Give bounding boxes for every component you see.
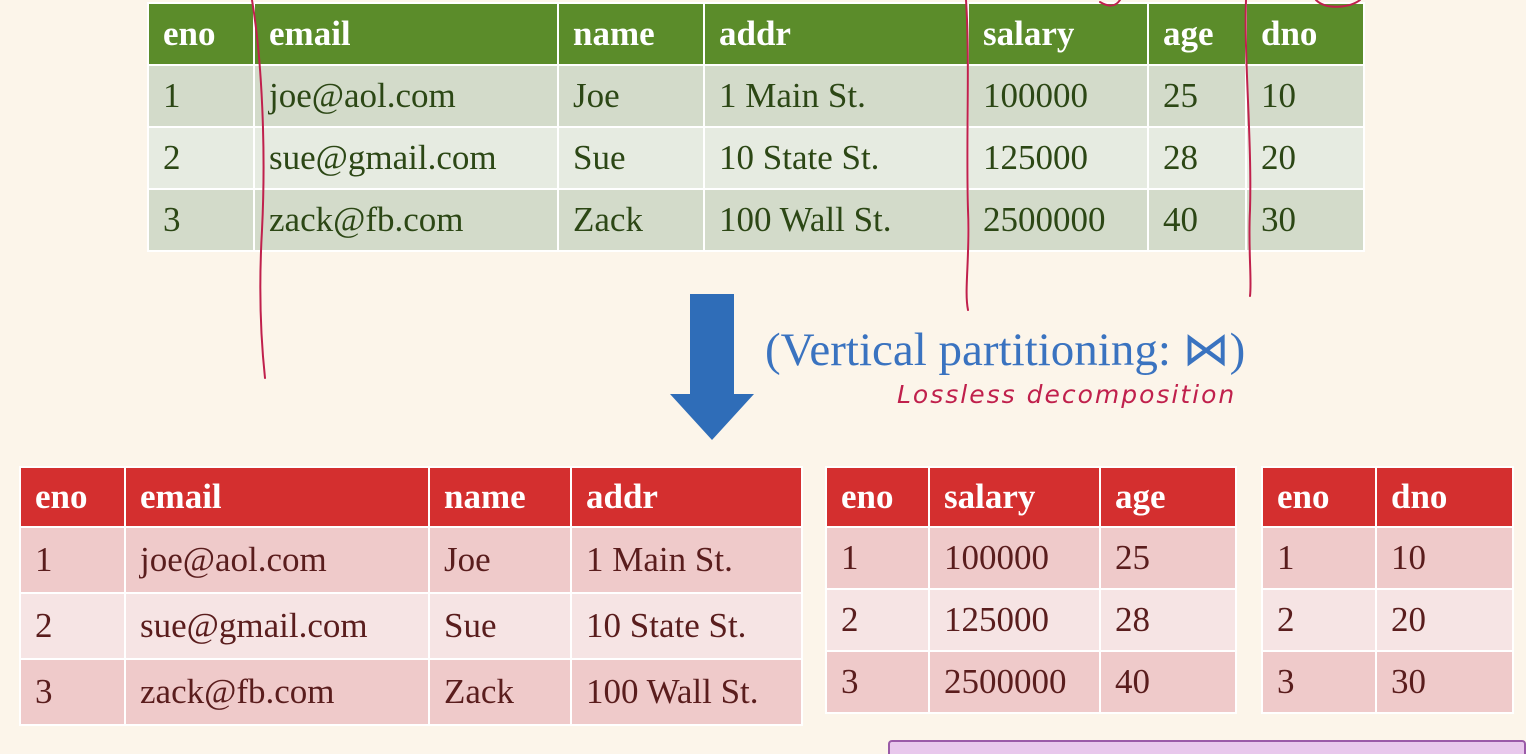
handwritten-split-line <box>965 0 970 311</box>
table-row: 2 20 <box>1261 588 1514 652</box>
handwritten-split-line <box>251 0 266 379</box>
table-row: 2 sue@gmail.com Sue 10 State St. 125000 … <box>147 126 1365 190</box>
table-header-row: eno email name addr salary age dno <box>147 2 1365 66</box>
table-cell: 40 <box>1147 188 1247 252</box>
table-cell: 2 <box>147 126 255 190</box>
table-header-row: eno dno <box>1261 466 1514 528</box>
table-cell: 125000 <box>967 126 1149 190</box>
handwritten-curl <box>1315 0 1361 8</box>
table-row: 2 sue@gmail.com Sue 10 State St. <box>19 592 803 660</box>
cropped-callout-box <box>888 740 1526 754</box>
column-header: salary <box>967 2 1149 66</box>
handwritten-annotation: Lossless decomposition <box>897 380 1237 409</box>
column-header: dno <box>1245 2 1365 66</box>
column-header: email <box>124 466 430 528</box>
partition-table-2: eno salary age 1 100000 25 2 125000 28 3… <box>825 466 1237 714</box>
table-cell: sue@gmail.com <box>253 126 559 190</box>
handwritten-curl <box>1099 0 1121 7</box>
table-cell: Zack <box>428 658 572 726</box>
table-row: 3 2500000 40 <box>825 650 1237 714</box>
table-cell: 1 <box>1261 526 1377 590</box>
table-cell: 25 <box>1147 64 1247 128</box>
column-header: dno <box>1375 466 1514 528</box>
table-cell: 2500000 <box>928 650 1101 714</box>
table-row: 1 10 <box>1261 526 1514 590</box>
table-cell: zack@fb.com <box>124 658 430 726</box>
table-cell: joe@aol.com <box>253 64 559 128</box>
table-cell: 1 Main St. <box>703 64 969 128</box>
table-cell: Joe <box>557 64 705 128</box>
table-cell: zack@fb.com <box>253 188 559 252</box>
table-cell: 1 Main St. <box>570 526 803 594</box>
table-cell: 20 <box>1375 588 1514 652</box>
column-header: email <box>253 2 559 66</box>
table-cell: 25 <box>1099 526 1237 590</box>
table-cell: Sue <box>557 126 705 190</box>
table-cell: 3 <box>1261 650 1377 714</box>
table-row: 3 zack@fb.com Zack 100 Wall St. <box>19 658 803 726</box>
column-header: eno <box>19 466 126 528</box>
table-header-row: eno salary age <box>825 466 1237 528</box>
column-header: addr <box>703 2 969 66</box>
table-cell: 100000 <box>928 526 1101 590</box>
column-header: addr <box>570 466 803 528</box>
column-header: name <box>428 466 572 528</box>
table-cell: Sue <box>428 592 572 660</box>
table-cell: 40 <box>1099 650 1237 714</box>
table-row: 1 100000 25 <box>825 526 1237 590</box>
table-cell: 10 <box>1375 526 1514 590</box>
column-header: eno <box>1261 466 1377 528</box>
table-cell: 100 Wall St. <box>703 188 969 252</box>
table-cell: 1 <box>825 526 930 590</box>
table-cell: Joe <box>428 526 572 594</box>
partition-table-3: eno dno 1 10 2 20 3 30 <box>1261 466 1514 714</box>
column-header: age <box>1099 466 1237 528</box>
table-cell: 20 <box>1245 126 1365 190</box>
table-cell: 2 <box>825 588 930 652</box>
partition-caption: (Vertical partitioning: ⋈) <box>765 324 1246 376</box>
table-row: 1 joe@aol.com Joe 1 Main St. 100000 25 1… <box>147 64 1365 128</box>
original-table: eno email name addr salary age dno 1 joe… <box>147 2 1365 252</box>
table-cell: 3 <box>147 188 255 252</box>
table-cell: 100 Wall St. <box>570 658 803 726</box>
partition-table-1: eno email name addr 1 joe@aol.com Joe 1 … <box>19 466 803 726</box>
table-cell: sue@gmail.com <box>124 592 430 660</box>
table-cell: 2500000 <box>967 188 1149 252</box>
table-row: 3 30 <box>1261 650 1514 714</box>
table-row: 1 joe@aol.com Joe 1 Main St. <box>19 526 803 594</box>
table-row: 2 125000 28 <box>825 588 1237 652</box>
table-header-row: eno email name addr <box>19 466 803 528</box>
table-cell: 28 <box>1147 126 1247 190</box>
handwritten-split-line <box>1244 0 1252 297</box>
table-cell: 10 State St. <box>703 126 969 190</box>
table-cell: 100000 <box>967 64 1149 128</box>
table-cell: 3 <box>825 650 930 714</box>
table-cell: 30 <box>1245 188 1365 252</box>
table-cell: 10 <box>1245 64 1365 128</box>
table-cell: 1 <box>19 526 126 594</box>
table-cell: 3 <box>19 658 126 726</box>
table-cell: 30 <box>1375 650 1514 714</box>
table-row: 3 zack@fb.com Zack 100 Wall St. 2500000 … <box>147 188 1365 252</box>
column-header: eno <box>147 2 255 66</box>
table-cell: 2 <box>1261 588 1377 652</box>
table-cell: 1 <box>147 64 255 128</box>
table-cell: 10 State St. <box>570 592 803 660</box>
table-cell: Zack <box>557 188 705 252</box>
down-arrow-icon <box>670 294 754 440</box>
column-header: name <box>557 2 705 66</box>
table-cell: joe@aol.com <box>124 526 430 594</box>
table-cell: 2 <box>19 592 126 660</box>
table-cell: 125000 <box>928 588 1101 652</box>
column-header: age <box>1147 2 1247 66</box>
column-header: salary <box>928 466 1101 528</box>
table-cell: 28 <box>1099 588 1237 652</box>
column-header: eno <box>825 466 930 528</box>
